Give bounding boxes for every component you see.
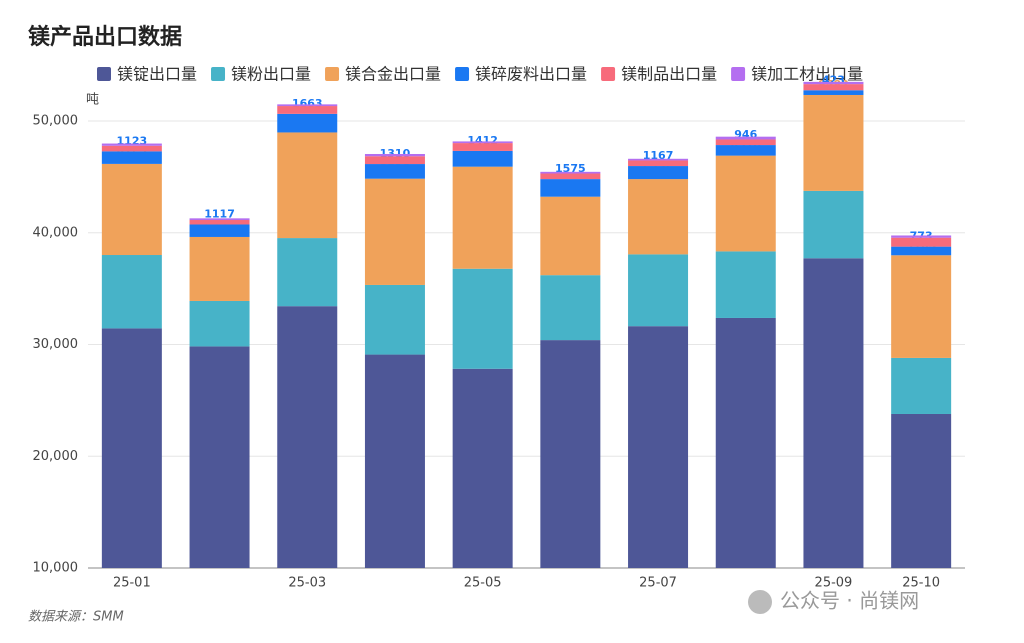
bar-segment (452, 143, 513, 151)
bar-segment (101, 143, 162, 146)
watermark: 公众号 · 尚镁网 (780, 589, 919, 613)
legend-swatch (601, 67, 616, 81)
bar-segment (803, 258, 864, 568)
bar-segment (628, 254, 689, 327)
bar-segment (540, 196, 601, 276)
legend-label: 镁碎废料出口量 (475, 65, 587, 84)
bar-segment (715, 136, 776, 140)
bar-segment (715, 145, 776, 156)
bar-segment (628, 166, 689, 180)
bar-segment (628, 160, 689, 167)
legend-swatch (211, 67, 226, 81)
bar-segment (364, 164, 425, 179)
y-tick-label: 20,000 (33, 449, 79, 464)
legend-label: 镁锭出口量 (117, 65, 197, 84)
x-tick-label: 25-07 (639, 576, 677, 591)
watermark-icon (748, 590, 772, 614)
y-tick-label: 50,000 (33, 114, 79, 129)
legend-label: 镁合金出口量 (345, 65, 441, 84)
bar-segment (803, 84, 864, 91)
bar-segment (715, 317, 776, 568)
bar-segment (715, 155, 776, 252)
y-tick-label: 30,000 (33, 337, 79, 352)
bar-segment (364, 178, 425, 285)
x-tick-label: 25-10 (902, 576, 940, 591)
bar-segment (452, 150, 513, 167)
bar-segment (452, 368, 513, 568)
bar-segment (715, 139, 776, 146)
bar-segment (628, 179, 689, 255)
bar-segment (891, 237, 952, 247)
bar-segment (891, 357, 952, 414)
bar-segment (189, 236, 250, 301)
legend-swatch (731, 67, 746, 81)
bar-segment (803, 81, 864, 85)
legend-swatch (97, 67, 111, 81)
bar-segment (189, 300, 250, 347)
legend-label: 镁加工材出口量 (751, 65, 863, 84)
bar-segment (364, 284, 425, 355)
bar-segment (189, 224, 250, 237)
bar-segment (277, 132, 338, 239)
bar-segment (364, 153, 425, 157)
bar-segment (803, 190, 864, 259)
bar-segment (540, 171, 601, 174)
bar-segment (891, 235, 952, 238)
bar-segment (101, 145, 162, 152)
bar-segment (101, 151, 162, 164)
bar-segment (101, 328, 162, 568)
bar-segment (715, 251, 776, 318)
bar-segment (803, 90, 864, 95)
bar-segment (277, 238, 338, 307)
bar-segment (189, 346, 250, 568)
bar-segment (540, 173, 601, 180)
bar-segment (189, 218, 250, 221)
y-tick-label: 40,000 (33, 225, 79, 240)
bar-segment (277, 113, 338, 133)
bar-segment (540, 340, 601, 568)
bar-segment (891, 413, 952, 568)
bar-segment (277, 106, 338, 114)
chart-title: 镁产品出口数据 (28, 24, 182, 50)
x-tick-label: 25-03 (288, 576, 326, 591)
legend-swatch (455, 67, 470, 81)
bar-segment (364, 354, 425, 568)
bar-segment (277, 104, 338, 107)
bar-segment (891, 255, 952, 358)
bar-segment (101, 163, 162, 256)
bar-segment (540, 179, 601, 197)
bar-segment (540, 275, 601, 341)
bar-segment (452, 166, 513, 269)
data-label: 1117 (204, 207, 235, 220)
bar-segment (101, 255, 162, 329)
legend-label: 镁粉出口量 (231, 65, 311, 84)
bar-segment (277, 306, 338, 568)
bar-segment (452, 268, 513, 369)
y-tick-label: 10,000 (33, 561, 79, 576)
legend-label: 镁制品出口量 (621, 65, 717, 84)
x-tick-label: 25-01 (113, 576, 151, 591)
x-tick-label: 25-05 (464, 576, 502, 591)
y-unit: 吨 (86, 93, 99, 108)
bar-segment (803, 94, 864, 191)
bar-segment (452, 141, 513, 144)
legend-swatch (325, 67, 340, 81)
bar-segment (189, 220, 250, 225)
bar-segment (628, 158, 689, 161)
bar-segment (628, 326, 689, 568)
bar-segment (891, 246, 952, 256)
source: 数据来源：SMM (28, 610, 124, 625)
x-tick-label: 25-09 (815, 576, 853, 591)
bar-segment (364, 156, 425, 165)
